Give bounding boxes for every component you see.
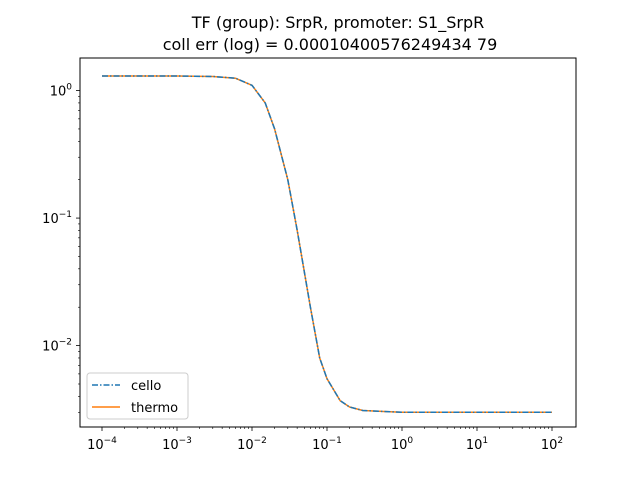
y-tick-label-0: 10−2: [42, 338, 72, 355]
x-tick-label-1: 10−3: [162, 436, 192, 453]
x-tick-label-0: 10−4: [87, 436, 117, 453]
x-tick-label-3: 10−1: [312, 436, 342, 453]
plot-area: [79, 57, 577, 428]
axis-ticks: 10−4 10−3 10−2 10−1 100 101 102 10−2 10−1 100: [42, 83, 563, 453]
y-tick-label-1: 10−1: [42, 210, 72, 227]
y-tick-label-2: 100: [50, 83, 73, 100]
x-tick-label-5: 101: [466, 436, 488, 453]
chart-title-line-2: coll err (log) = 0.00010400576249434 79: [163, 35, 498, 54]
legend-thermo-label: thermo: [131, 401, 178, 416]
series-line-cello: [102, 75, 552, 414]
legend-cello-label: cello: [131, 379, 161, 394]
x-tick-label-4: 100: [391, 436, 414, 453]
x-tick-label-6: 102: [541, 436, 563, 453]
series-lines: [102, 75, 552, 414]
chart-title-line-1: TF (group): SrpR, promoter: S1_SrpR: [191, 13, 484, 33]
legend: cello thermo: [86, 372, 189, 420]
x-tick-label-2: 10−2: [237, 436, 267, 453]
